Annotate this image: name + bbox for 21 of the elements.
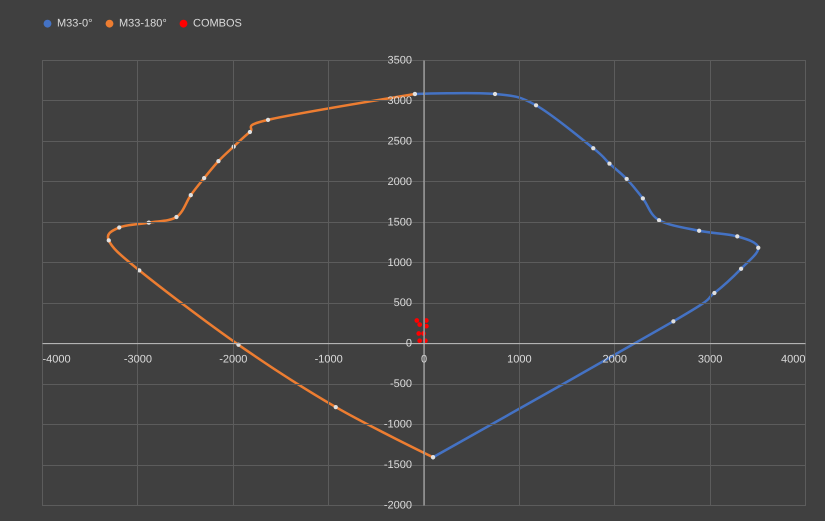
y-tick-label: 2000	[388, 176, 412, 188]
x-tick-label: -4000	[42, 354, 71, 366]
legend-label: M33-180°	[119, 18, 167, 30]
y-tick-label: 2500	[388, 135, 412, 148]
y-tick-label: 1000	[388, 256, 412, 269]
x-tick-label: 4000	[781, 354, 806, 366]
x-tick-label: -3000	[124, 354, 152, 366]
y-tick-label: 500	[394, 297, 412, 310]
x-tick-label: 3000	[698, 354, 722, 366]
x-tick-label: -2000	[219, 354, 248, 366]
y-tick-label: -1000	[384, 418, 412, 431]
legend-label: COMBOS	[193, 18, 242, 30]
x-tick-label: 1000	[507, 354, 532, 366]
y-tick-label: -1500	[384, 459, 412, 472]
x-tick-label: -1000	[314, 354, 343, 366]
legend-label: M33-0°	[57, 18, 93, 30]
y-tick-label: -2000	[384, 500, 412, 512]
y-tick-label: 3500	[388, 54, 412, 66]
y-tick-label: -500	[390, 378, 412, 390]
y-tick-label: 3000	[388, 94, 412, 107]
y-tick-label: 1500	[388, 216, 412, 228]
